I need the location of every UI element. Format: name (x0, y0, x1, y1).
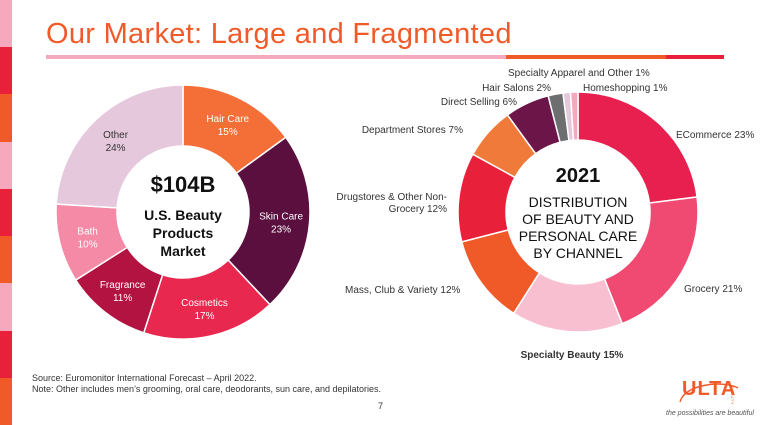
channel-label-department-stores-7: Department Stores 7% (362, 125, 463, 136)
title-rule-red (666, 55, 724, 59)
ulta-logo: ULTA BEAUTY the possibilities are beauti… (664, 378, 760, 422)
channel-label-grocery-21: Grocery 21% (684, 284, 742, 295)
center-caption: U.S. Beauty Products Market (144, 207, 222, 259)
slice-label-hair-care: Hair Care 15% (206, 114, 249, 138)
slice-other (55, 84, 184, 209)
channel-label-direct-selling-6: Direct Selling 6% (441, 97, 517, 108)
title-rule-orange (506, 55, 666, 59)
channel-label-mass-club-variety-12: Mass, Club & Variety 12% (345, 285, 461, 296)
side-strip-block (0, 47, 12, 95)
channel-label-specialty-apparel-and-other-1: Specialty Apparel and Other 1% (508, 68, 650, 79)
slide-title: Our Market: Large and Fragmented (46, 18, 512, 50)
side-strip-block (0, 94, 12, 142)
side-strip-block (0, 0, 12, 48)
channel-label-homeshopping-1: Homeshopping 1% (583, 83, 668, 94)
side-color-strip (0, 0, 12, 425)
slice-label-fragrance: Fragrance 11% (100, 280, 146, 304)
title-rule-pink (46, 55, 506, 59)
source-line: Source: Euromonitor International Foreca… (32, 373, 257, 383)
slice-label-skin-care: Skin Care 23% (259, 211, 303, 235)
logo-wordmark: ULTA (682, 378, 737, 400)
center-year: 2021 (556, 165, 601, 187)
logo-swoosh-icon (679, 383, 739, 403)
center-value: $104B (151, 172, 216, 197)
side-strip-block (0, 188, 12, 237)
side-strip-block (0, 283, 12, 331)
slice-label-bath: Bath 10% (77, 226, 98, 250)
side-strip-block (0, 330, 12, 378)
channel-label-specialty-beauty-15: Specialty Beauty 15% (521, 350, 624, 361)
channel-label-drugstores-other-non-grocery-12: Drugstores & Other Non-Grocery 12% (336, 192, 447, 215)
us-beauty-market-donut: Hair Care 15% Skin Care 23% Cosmetics 17% Frag… (55, 84, 311, 340)
note-line: Note: Other includes men’s grooming, ora… (32, 384, 382, 394)
channel-label-ecommerce-23: ECommerce 23% (676, 130, 754, 141)
slice-label-cosmetics: Cosmetics 17% (181, 298, 228, 322)
side-strip-block (0, 236, 12, 284)
page-number: 7 (378, 401, 384, 411)
title-rule (46, 55, 724, 59)
source-note: Source: Euromonitor International Foreca… (32, 373, 381, 395)
channel-label-hair-salons-2: Hair Salons 2% (482, 83, 551, 94)
side-strip-block (0, 377, 12, 425)
center-caption: DISTRIBUTION OF BEAUTY AND PERSONAL CARE BY… (519, 194, 638, 261)
logo-tagline: the possibilities are beautiful (666, 410, 754, 417)
slice-skin-care (227, 136, 311, 306)
slice-label-other: Other 24% (103, 130, 129, 154)
logo-subtext: BEAUTY (730, 386, 735, 406)
side-strip-block (0, 141, 12, 189)
slice-homeshopping-1 (569, 91, 579, 141)
distribution-by-channel-donut: ECommerce 23% Grocery 21% Specialty Beauty… (336, 68, 754, 361)
